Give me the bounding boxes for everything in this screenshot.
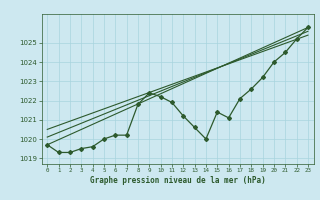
X-axis label: Graphe pression niveau de la mer (hPa): Graphe pression niveau de la mer (hPa) — [90, 176, 266, 185]
